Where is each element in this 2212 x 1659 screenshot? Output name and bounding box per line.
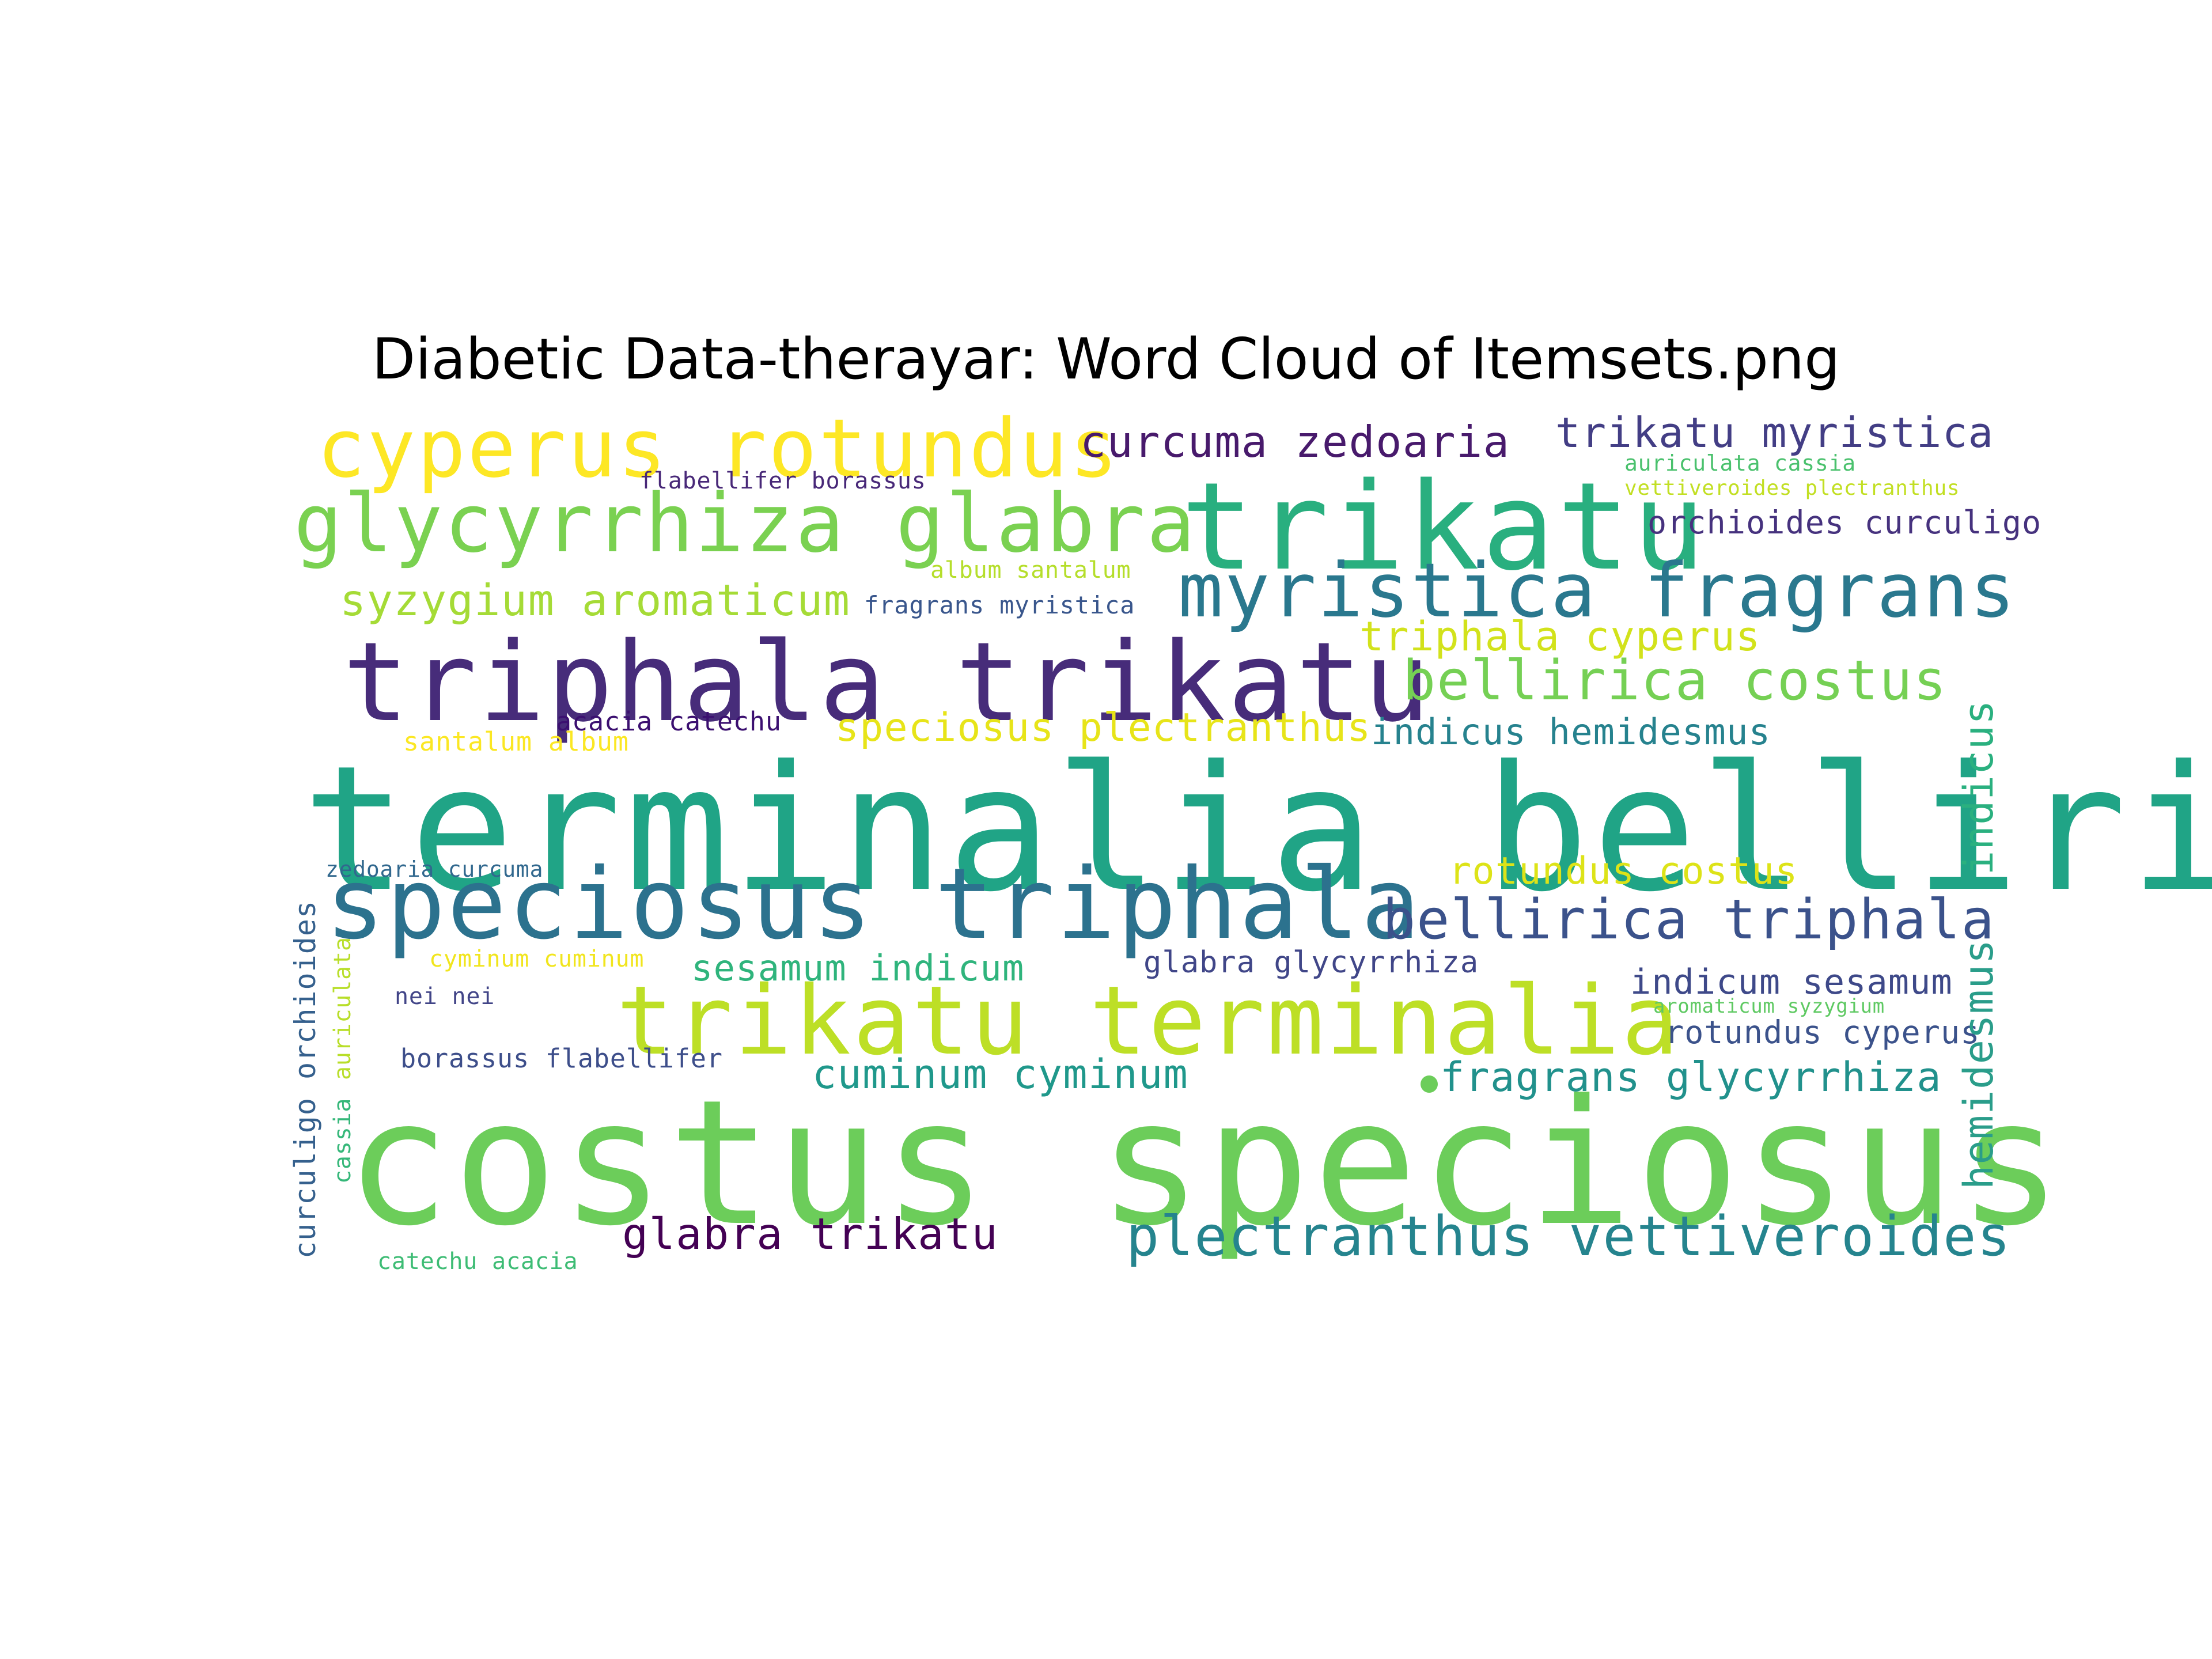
cloud-word: indicum sesamum: [1630, 962, 1953, 1002]
cloud-word: plectranthus vettiveroides: [1126, 1205, 2012, 1268]
cloud-word: bellirica costus: [1403, 649, 1948, 713]
cloud-word: curculigo orchioides: [289, 900, 322, 1259]
cloud-word: costus speciosus: [346, 1063, 2066, 1264]
cloud-word: trikatu myristica: [1555, 408, 1994, 457]
cloud-word: fragrans glycyrrhiza: [1440, 1054, 1942, 1101]
stray-dot: [1421, 1075, 1438, 1093]
cloud-word: cuminum cyminum: [812, 1051, 1189, 1098]
cloud-word: terminalia bellirica: [302, 729, 2212, 930]
cloud-word: fragrans myristica: [864, 591, 1135, 619]
cloud-word: speciosus triphala: [325, 847, 1422, 961]
cloud-word: glycyrrhiza glabra: [294, 477, 1197, 571]
chart-title: Diabetic Data-therayar: Word Cloud of It…: [372, 327, 1840, 392]
cloud-word: zedoaria curcuma: [325, 857, 544, 882]
cloud-word: speciosus plectranthus: [835, 705, 1372, 751]
cloud-word: curcuma zedoaria: [1080, 416, 1510, 467]
cloud-word: cyminum cuminum: [429, 946, 645, 972]
cloud-word: triphala cyperus: [1359, 613, 1761, 660]
cloud-word: acacia catechu: [556, 706, 782, 737]
cloud-word: sesamum indicum: [691, 947, 1025, 989]
cloud-word: glabra glycyrrhiza: [1143, 945, 1479, 980]
cloud-word: triphala trikatu: [343, 619, 1433, 746]
cloud-word: cassia: [329, 1097, 356, 1184]
cloud-word: catechu acacia: [377, 1248, 578, 1275]
cloud-word: hemidesmus: [1955, 938, 2002, 1190]
cloud-word: flabellifer borassus: [639, 468, 926, 494]
cloud-word: vettiveroides plectranthus: [1624, 476, 1960, 500]
cloud-word: indicus hemidesmus: [1371, 711, 1771, 753]
cloud-word: rotundus cyperus: [1665, 1014, 1980, 1051]
cloud-word: album santalum: [930, 557, 1131, 584]
cloud-word: orchioides curculigo: [1647, 504, 2042, 541]
word-cloud: terminalia bellirica costus speciosus trip…: [274, 397, 2212, 1296]
cloud-word: auriculata cassia: [1624, 450, 1856, 476]
cloud-word: indicus: [1955, 699, 2002, 875]
cloud-word: rotundus costus: [1449, 850, 1798, 893]
cloud-word: auriculata: [329, 937, 356, 1080]
cloud-word: santalum album: [403, 726, 629, 757]
cloud-word: syzygium aromaticum: [340, 575, 851, 626]
cloud-word: glabra trikatu: [622, 1209, 999, 1259]
cloud-word: bellirica triphala: [1382, 888, 1995, 952]
cloud-word: trikatu terminalia: [616, 965, 1681, 1076]
cloud-word: myristica fragrans: [1178, 547, 2017, 634]
cloud-word: borassus flabellifer: [400, 1043, 723, 1074]
cloud-word: nei nei: [395, 983, 495, 1010]
cloud-word: trikatu: [1181, 456, 1708, 597]
cloud-word: cyperus rotundus: [317, 402, 1120, 496]
cloud-word: aromaticum syzygium: [1653, 995, 1885, 1018]
